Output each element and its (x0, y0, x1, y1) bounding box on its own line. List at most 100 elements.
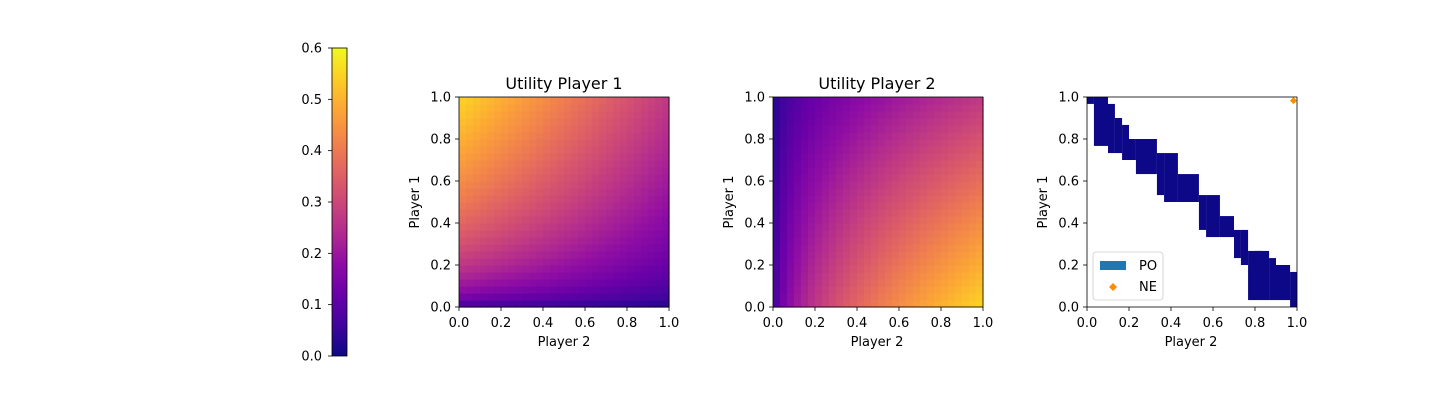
heatmap-cell (808, 139, 816, 147)
heatmap-cell (578, 209, 586, 217)
heatmap-cell (578, 230, 586, 238)
heatmap-cell (850, 111, 858, 119)
heatmap-cell (906, 265, 914, 273)
heatmap-cell (801, 230, 809, 238)
heatmap-cell (955, 153, 963, 161)
heatmap-cell (892, 97, 900, 105)
heatmap-cell (857, 286, 865, 294)
heatmap-cell (529, 188, 537, 196)
heatmap-cell (571, 300, 579, 308)
heatmap-cell (620, 153, 628, 161)
heatmap-cell (494, 223, 502, 231)
heatmap-cell (878, 111, 886, 119)
heatmap-cell (543, 230, 551, 238)
heatmap-cell (892, 216, 900, 224)
heatmap-cell (655, 132, 663, 140)
heatmap-cell (578, 97, 586, 105)
heatmap-cell (627, 265, 635, 273)
heatmap-cell (871, 160, 879, 168)
heatmap-cell (480, 104, 488, 112)
heatmap-cell (585, 111, 593, 119)
heatmap-cell (892, 251, 900, 259)
heatmap-cell (613, 202, 621, 210)
heatmap-cell (550, 118, 558, 126)
heatmap-cell (501, 146, 509, 154)
heatmap-cell (822, 244, 830, 252)
heatmap-cell (857, 244, 865, 252)
heatmap-cell (571, 188, 579, 196)
heatmap-cell (843, 139, 851, 147)
heatmap-cell (850, 251, 858, 259)
heatmap-cell (536, 293, 544, 301)
heatmap-cell (801, 258, 809, 266)
heatmap-cell (585, 174, 593, 182)
heatmap-cell (620, 272, 628, 280)
heatmap-cell (620, 167, 628, 175)
heatmap-cell (864, 188, 872, 196)
x-tick-label: 0.4 (847, 316, 868, 331)
heatmap-cell (878, 272, 886, 280)
heatmap-cell (501, 111, 509, 119)
heatmap-cell (571, 111, 579, 119)
heatmap-cell (599, 272, 607, 280)
heatmap-cell (941, 216, 949, 224)
heatmap-cell (508, 223, 516, 231)
heatmap-cell (620, 146, 628, 154)
heatmap-cell (857, 111, 865, 119)
heatmap-cell (780, 118, 788, 126)
heatmap-cell (927, 188, 935, 196)
heatmap-cell (648, 118, 656, 126)
heatmap-cell (829, 125, 837, 133)
heatmap-cell (815, 139, 823, 147)
heatmap-cell (480, 139, 488, 147)
heatmap-cell (564, 104, 572, 112)
heatmap-cell (641, 118, 649, 126)
heatmap-cell (459, 202, 467, 210)
heatmap-cell (487, 153, 495, 161)
heatmap-cell (878, 293, 886, 301)
heatmap-cell (927, 216, 935, 224)
heatmap-cell (501, 244, 509, 252)
heatmap-cell (962, 251, 970, 259)
heatmap-cell (487, 258, 495, 266)
heatmap-cell (515, 230, 523, 238)
heatmap-cell (843, 209, 851, 217)
heatmap-cell (822, 258, 830, 266)
heatmap-cell (501, 104, 509, 112)
heatmap-cell (850, 118, 858, 126)
heatmap-cell (662, 272, 670, 280)
heatmap-cell (634, 258, 642, 266)
heatmap-cell (906, 230, 914, 238)
heatmap-cell (857, 104, 865, 112)
heatmap-cell (585, 209, 593, 217)
heatmap-cell (794, 139, 802, 147)
heatmap-cell (913, 237, 921, 245)
heatmap-cell (871, 153, 879, 161)
heatmap-cell (871, 244, 879, 252)
heatmap-cell (773, 209, 781, 217)
heatmap-cell (962, 279, 970, 287)
heatmap-cell (627, 216, 635, 224)
heatmap-cell (627, 125, 635, 133)
heatmap-cell (871, 118, 879, 126)
heatmap-cell (780, 111, 788, 119)
heatmap-cell (920, 209, 928, 217)
heatmap-cell (466, 237, 474, 245)
heatmap-cell (885, 111, 893, 119)
heatmap-cell (871, 265, 879, 273)
heatmap-cell (780, 188, 788, 196)
heatmap-cell (773, 181, 781, 189)
heatmap-cell (948, 160, 956, 168)
heatmap-cell (808, 153, 816, 161)
heatmap-cell (843, 160, 851, 168)
heatmap-cell (585, 181, 593, 189)
heatmap-cell (634, 272, 642, 280)
heatmap-cell (906, 300, 914, 308)
heatmap-cell (634, 279, 642, 287)
heatmap-cell (850, 139, 858, 147)
heatmap-cell (473, 174, 481, 182)
heatmap-cell (529, 139, 537, 147)
heatmap-cell (522, 223, 530, 231)
heatmap-cell (794, 188, 802, 196)
heatmap-cell (836, 265, 844, 273)
